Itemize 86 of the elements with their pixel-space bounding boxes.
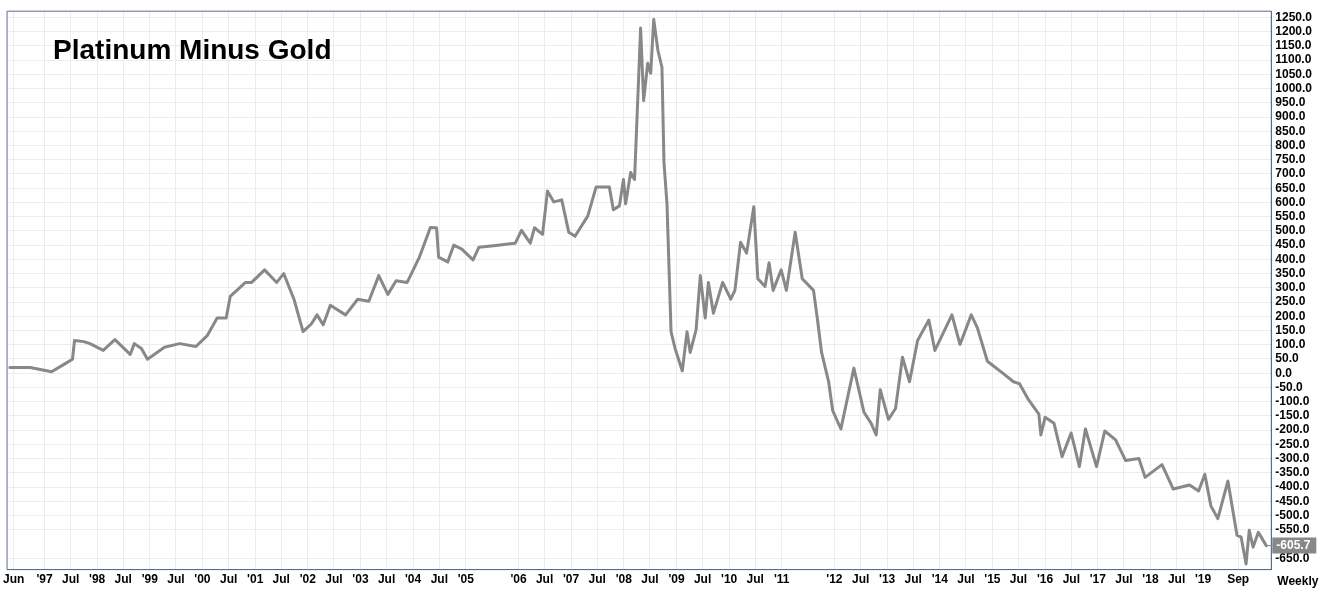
x-tick-label: Jul: [746, 572, 764, 587]
x-tick-label: Jul: [1009, 572, 1028, 587]
x-tick-label: '13: [879, 572, 896, 587]
y-tick-label: -250.0: [1275, 436, 1310, 451]
x-tick-label: '19: [1194, 572, 1212, 587]
y-tick-label: -500.0: [1275, 507, 1310, 522]
x-tick-label: Jul: [641, 572, 659, 587]
x-tick-label: '97: [36, 572, 53, 587]
y-tick-label: 150.0: [1275, 322, 1306, 337]
x-tick-label: Jun: [3, 572, 25, 587]
x-tick-label: '07: [563, 572, 580, 587]
y-tick-label: 950.0: [1275, 95, 1306, 110]
x-tick-label: '10: [721, 572, 738, 587]
y-tick-label: 550.0: [1275, 209, 1306, 223]
y-tick-label: 1000.0: [1275, 80, 1313, 95]
x-tick-label: Jul: [535, 572, 554, 587]
x-tick-label: Jul: [61, 572, 80, 587]
y-tick-label: 900.0: [1275, 109, 1306, 124]
x-tick-label: '03: [352, 572, 369, 587]
x-tick-label: '11: [774, 572, 790, 587]
y-tick-label: -650.0: [1275, 550, 1310, 565]
x-tick-label: '02: [299, 572, 317, 587]
x-tick-label: '00: [194, 572, 211, 587]
x-tick-label: '09: [668, 572, 685, 587]
y-tick-label: -400.0: [1275, 479, 1310, 494]
x-tick-label: Jul: [430, 572, 448, 587]
x-tick-label: Jul: [693, 572, 712, 587]
y-tick-label: -100.0: [1275, 393, 1310, 408]
x-tick-label: Jul: [377, 572, 396, 587]
y-tick-label: 500.0: [1275, 223, 1306, 238]
x-tick-label: '15: [984, 572, 1001, 587]
annotation: -605.7: [1276, 537, 1311, 552]
x-tick-label: Jul: [588, 572, 606, 587]
y-tick-label: 350.0: [1275, 265, 1306, 280]
y-tick-label: 850.0: [1275, 123, 1306, 138]
x-tick-label: Jul: [272, 572, 290, 587]
y-tick-label: 400.0: [1275, 251, 1306, 266]
y-tick-label: 1150.0: [1275, 38, 1312, 53]
y-tick-label: 800.0: [1275, 137, 1306, 152]
y-tick-label: 450.0: [1275, 237, 1306, 252]
x-tick-label: '18: [1142, 572, 1159, 587]
y-tick-label: 100.0: [1275, 337, 1306, 352]
x-tick-label: Jul: [167, 572, 185, 587]
x-tick-label: '04: [404, 572, 422, 587]
x-tick-label: Jul: [904, 572, 922, 587]
x-tick-label: '98: [89, 572, 106, 587]
x-tick-label: '05: [457, 572, 475, 587]
x-tick-label: Jul: [957, 572, 975, 587]
y-tick-label: -50.0: [1275, 379, 1303, 394]
y-tick-label: -350.0: [1275, 465, 1310, 480]
y-tick-label: 250.0: [1275, 294, 1306, 309]
x-tick-label: '14: [931, 572, 949, 587]
x-tick-label: '01: [247, 572, 264, 587]
text: Weekly: [1277, 574, 1319, 589]
y-tick-label: 1050.0: [1275, 66, 1313, 81]
x-tick-label: '17: [1089, 572, 1107, 587]
text: Platinum Minus Gold: [53, 33, 332, 65]
x-tick-label: Jul: [1062, 572, 1080, 587]
y-tick-label: -450.0: [1275, 493, 1310, 508]
x-tick-label: Jul: [1167, 572, 1186, 587]
y-tick-label: 700.0: [1275, 166, 1306, 181]
y-tick-label: -200.0: [1275, 422, 1310, 437]
y-tick-label: -550.0: [1275, 522, 1310, 537]
y-tick-label: 650.0: [1275, 180, 1306, 195]
y-tick-label: -150.0: [1275, 408, 1310, 423]
y-tick-label: 1200.0: [1275, 24, 1313, 38]
y-tick-label: 0.0: [1275, 365, 1293, 380]
x-tick-label: '08: [615, 572, 633, 587]
x-tick-label: Jul: [114, 572, 132, 587]
y-tick-label: 200.0: [1275, 308, 1306, 323]
x-tick-label: Jul: [851, 572, 870, 587]
y-tick-label: 300.0: [1275, 280, 1306, 295]
y-tick-label: 600.0: [1275, 194, 1306, 209]
x-tick-label: '99: [141, 572, 159, 587]
y-tick-label: -300.0: [1275, 450, 1310, 465]
x-tick-label: '16: [1036, 572, 1054, 587]
x-tick-label: Sep: [1227, 572, 1250, 587]
x-tick-label: Jul: [219, 572, 238, 587]
x-tick-label: Jul: [1115, 572, 1133, 587]
y-tick-label: 50.0: [1275, 351, 1299, 366]
x-tick-label: '06: [510, 572, 527, 587]
y-tick-label: 1250.0: [1275, 9, 1313, 24]
y-tick-label: 750.0: [1275, 152, 1306, 167]
x-tick-label: '12: [826, 572, 843, 587]
y-tick-label: 1100.0: [1275, 52, 1312, 67]
x-tick-label: Jul: [325, 572, 343, 587]
